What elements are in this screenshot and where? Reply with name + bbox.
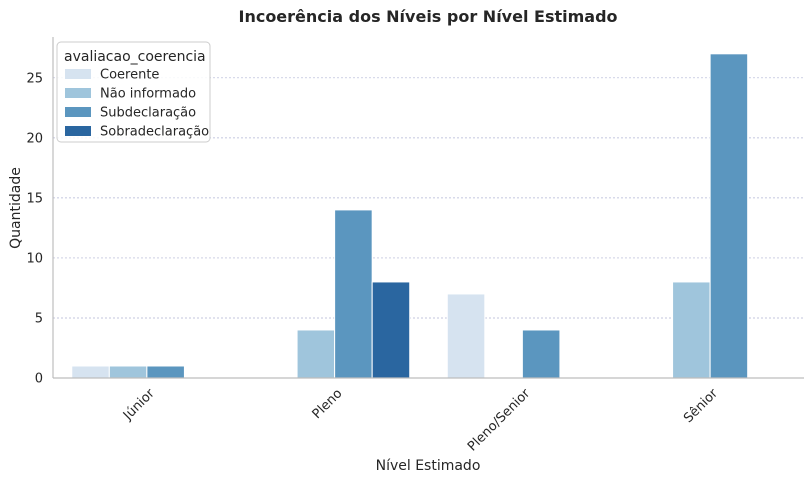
legend-title: avaliacao_coerencia [64, 49, 206, 65]
bar-n-o-informado-1 [296, 329, 336, 379]
legend-swatch [65, 88, 91, 98]
bar-subdeclara-o-0 [146, 365, 185, 379]
y-axis-label: Quantidade [8, 167, 24, 249]
x-axis-label: Nível Estimado [376, 458, 481, 474]
y-tick-label: 20 [26, 131, 43, 146]
legend: avaliacao_coerencia Coerente Não informad… [56, 41, 211, 143]
y-tick-label: 5 [35, 311, 43, 326]
bars [71, 53, 749, 379]
bar-subdeclara-o-1 [334, 209, 373, 379]
bar-subdeclara-o-2 [521, 329, 561, 379]
legend-label: Coerente [100, 68, 159, 83]
x-ticks: Júnior Pleno Pleno/Senior Sênior [120, 386, 721, 455]
legend-swatch [65, 107, 91, 117]
bar-n-o-informado-0 [108, 365, 148, 379]
legend-box [56, 41, 211, 143]
y-tick-label: 25 [26, 71, 43, 86]
y-tick-label: 15 [26, 191, 43, 206]
legend-swatch [65, 126, 91, 136]
legend-swatch [65, 69, 91, 79]
axes [52, 37, 804, 379]
y-tick-label: 10 [26, 251, 43, 266]
y-ticks: 0 5 10 15 20 25 [26, 71, 43, 386]
bar-subdeclara-o-3 [709, 53, 749, 379]
bar-n-o-informado-3 [672, 281, 711, 379]
legend-label: Não informado [100, 87, 196, 102]
y-tick-label: 0 [35, 372, 43, 387]
x-tick-label: Pleno [310, 386, 346, 422]
bar-sobradeclara-o-1 [371, 281, 411, 379]
legend-label: Subdeclaração [100, 106, 196, 121]
chart-title: Incoerência dos Níveis por Nível Estimad… [238, 7, 617, 26]
x-tick-label: Sênior [681, 386, 721, 426]
x-tick-label: Júnior [120, 386, 158, 424]
bar-coerente-0 [71, 365, 110, 379]
x-tick-label: Pleno/Senior [465, 386, 534, 455]
bar-coerente-2 [446, 293, 486, 379]
legend-label: Sobradeclaração [100, 125, 209, 140]
